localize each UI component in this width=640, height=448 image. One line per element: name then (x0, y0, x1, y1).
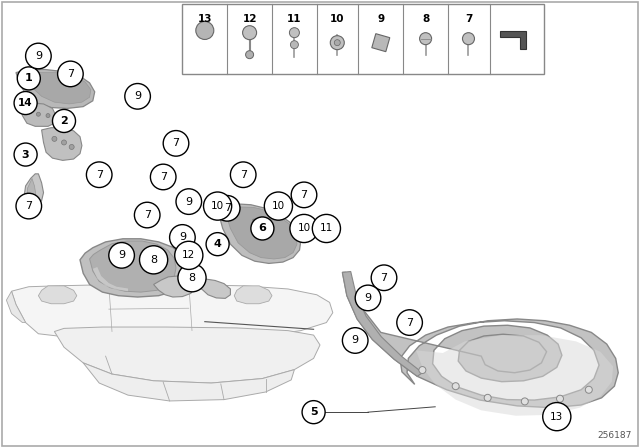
Polygon shape (19, 103, 56, 126)
Text: 8: 8 (422, 14, 429, 25)
Polygon shape (83, 363, 294, 401)
Circle shape (58, 61, 83, 87)
Text: 3: 3 (22, 150, 29, 159)
Circle shape (17, 67, 40, 90)
Circle shape (52, 136, 57, 142)
Text: 7: 7 (159, 172, 167, 182)
Circle shape (46, 114, 50, 117)
Text: 7: 7 (223, 203, 231, 213)
Text: 7: 7 (172, 138, 180, 148)
Circle shape (196, 22, 214, 39)
Circle shape (204, 192, 232, 220)
Polygon shape (93, 267, 128, 291)
Polygon shape (80, 239, 187, 297)
Circle shape (230, 162, 256, 188)
Circle shape (170, 224, 195, 250)
Text: 9: 9 (377, 14, 385, 25)
Circle shape (290, 215, 318, 242)
Circle shape (397, 310, 422, 336)
Polygon shape (16, 69, 95, 108)
Circle shape (463, 33, 474, 45)
Circle shape (150, 164, 176, 190)
Circle shape (291, 182, 317, 208)
Text: 13: 13 (198, 14, 212, 25)
Polygon shape (342, 271, 422, 376)
Polygon shape (342, 272, 618, 408)
Polygon shape (24, 174, 44, 204)
Text: 11: 11 (320, 224, 333, 233)
Text: 10: 10 (211, 201, 224, 211)
Circle shape (14, 91, 37, 115)
Text: 14: 14 (19, 98, 33, 108)
Text: 9: 9 (364, 293, 372, 303)
Polygon shape (234, 286, 272, 304)
Circle shape (109, 242, 134, 268)
Circle shape (27, 109, 31, 113)
Circle shape (289, 28, 300, 38)
Text: 6: 6 (259, 224, 266, 233)
Text: 10: 10 (272, 201, 285, 211)
Circle shape (586, 386, 592, 393)
Text: 7: 7 (95, 170, 103, 180)
Circle shape (52, 109, 76, 133)
Circle shape (355, 285, 381, 311)
Circle shape (243, 26, 257, 40)
Polygon shape (416, 335, 613, 416)
Circle shape (522, 398, 528, 405)
Text: 9: 9 (351, 336, 359, 345)
Text: 9: 9 (118, 250, 125, 260)
Text: 7: 7 (300, 190, 308, 200)
Polygon shape (197, 279, 230, 298)
Text: 256187: 256187 (598, 431, 632, 440)
Circle shape (134, 202, 160, 228)
Polygon shape (27, 178, 36, 202)
Text: 12: 12 (182, 250, 195, 260)
Circle shape (543, 403, 571, 431)
Text: 7: 7 (406, 318, 413, 327)
Circle shape (452, 383, 459, 390)
Text: 7: 7 (143, 210, 151, 220)
Text: 8: 8 (150, 255, 157, 265)
Bar (182, 4, 544, 74)
Text: 9: 9 (134, 91, 141, 101)
Polygon shape (54, 327, 320, 383)
Text: 7: 7 (380, 273, 388, 283)
Circle shape (36, 112, 40, 116)
Circle shape (125, 83, 150, 109)
Circle shape (484, 394, 491, 401)
Circle shape (26, 43, 51, 69)
Polygon shape (12, 284, 333, 340)
Text: 7: 7 (25, 201, 33, 211)
Text: 9: 9 (35, 51, 42, 61)
Circle shape (246, 51, 253, 59)
Polygon shape (253, 218, 270, 233)
Polygon shape (26, 73, 91, 104)
Circle shape (419, 366, 426, 374)
Text: 4: 4 (214, 239, 221, 249)
Text: 9: 9 (185, 197, 193, 207)
Text: 11: 11 (287, 14, 301, 25)
Text: 7: 7 (67, 69, 74, 79)
Circle shape (557, 395, 563, 402)
Circle shape (69, 144, 74, 150)
Circle shape (176, 189, 202, 215)
Circle shape (61, 140, 67, 145)
Polygon shape (218, 204, 301, 263)
Circle shape (175, 241, 203, 269)
Text: 5: 5 (310, 407, 317, 417)
Circle shape (264, 192, 292, 220)
Circle shape (206, 233, 229, 256)
Text: 7: 7 (465, 14, 472, 25)
Polygon shape (38, 286, 77, 304)
Circle shape (14, 143, 37, 166)
Polygon shape (500, 30, 526, 49)
Circle shape (342, 327, 368, 353)
Circle shape (178, 264, 206, 292)
Circle shape (302, 401, 325, 424)
Circle shape (163, 130, 189, 156)
Text: 10: 10 (330, 14, 344, 25)
Text: 12: 12 (243, 14, 257, 25)
Circle shape (16, 193, 42, 219)
Text: 9: 9 (179, 233, 186, 242)
